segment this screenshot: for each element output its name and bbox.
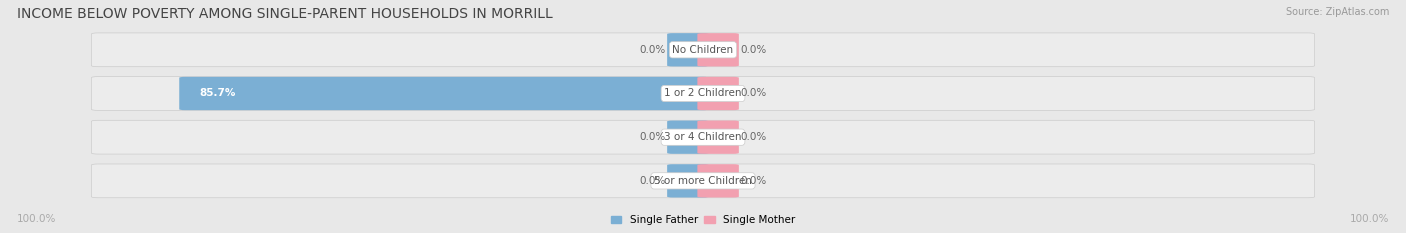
Text: 0.0%: 0.0%	[640, 132, 665, 142]
FancyBboxPatch shape	[697, 120, 740, 154]
FancyBboxPatch shape	[91, 33, 1315, 67]
FancyBboxPatch shape	[666, 164, 709, 198]
FancyBboxPatch shape	[91, 77, 1315, 110]
FancyBboxPatch shape	[666, 33, 709, 66]
FancyBboxPatch shape	[91, 120, 1315, 154]
Text: 0.0%: 0.0%	[740, 176, 766, 186]
Text: 85.7%: 85.7%	[198, 89, 235, 99]
Text: 0.0%: 0.0%	[740, 89, 766, 99]
FancyBboxPatch shape	[666, 120, 709, 154]
FancyBboxPatch shape	[91, 164, 1315, 198]
Text: 100.0%: 100.0%	[1350, 214, 1389, 224]
Text: INCOME BELOW POVERTY AMONG SINGLE-PARENT HOUSEHOLDS IN MORRILL: INCOME BELOW POVERTY AMONG SINGLE-PARENT…	[17, 7, 553, 21]
Text: 0.0%: 0.0%	[640, 176, 665, 186]
Text: 100.0%: 100.0%	[17, 214, 56, 224]
Text: 1 or 2 Children: 1 or 2 Children	[664, 89, 742, 99]
Text: Source: ZipAtlas.com: Source: ZipAtlas.com	[1285, 7, 1389, 17]
Text: 0.0%: 0.0%	[740, 132, 766, 142]
FancyBboxPatch shape	[179, 77, 709, 110]
FancyBboxPatch shape	[697, 33, 740, 66]
FancyBboxPatch shape	[697, 164, 740, 198]
FancyBboxPatch shape	[697, 77, 740, 110]
Legend: Single Father, Single Mother: Single Father, Single Mother	[610, 216, 796, 226]
Text: 3 or 4 Children: 3 or 4 Children	[664, 132, 742, 142]
Text: 5 or more Children: 5 or more Children	[654, 176, 752, 186]
Text: No Children: No Children	[672, 45, 734, 55]
Text: 0.0%: 0.0%	[740, 45, 766, 55]
Text: 0.0%: 0.0%	[640, 45, 665, 55]
